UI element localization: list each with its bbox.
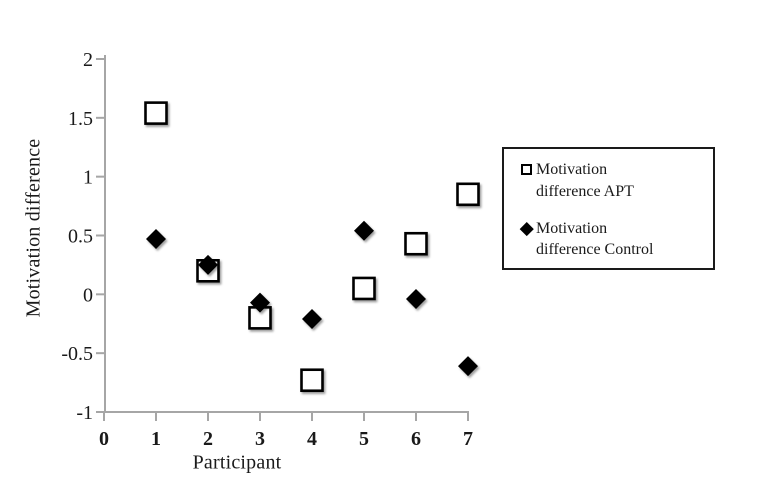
legend-item-control: Motivation difference Control [520,218,707,262]
legend-item-apt: Motivation difference APT [520,159,707,203]
marker-control-p2 [198,254,218,275]
y-tick-label: -1 [76,402,93,424]
marker-control-p5 [354,220,374,241]
legend: Motivation difference APT Motivation dif… [502,147,715,270]
x-tick-label: 6 [411,428,421,450]
legend-item-label: Motivation difference APT [536,161,634,200]
y-tick-label: 2 [83,49,93,71]
marker-control-p6 [406,289,426,310]
x-tick-label: 0 [99,428,109,450]
marker-control-p3 [250,292,270,313]
marker-apt-p4 [300,368,324,393]
y-tick-label: -0.5 [61,343,93,365]
marker-control-p7 [458,356,478,377]
y-tick-label: 0 [83,284,93,306]
x-tick-label: 3 [255,428,265,450]
y-tick-label: 0.5 [68,225,93,247]
open-square-icon [520,163,533,176]
marker-apt-p1 [144,101,168,125]
legend-item-label: Motivation difference Control [536,219,654,259]
x-tick-label: 7 [463,428,473,450]
y-tick-label: 1 [83,167,93,189]
marker-apt-p5 [352,276,376,301]
x-tick-label: 2 [203,428,213,450]
filled-diamond-icon [520,222,533,235]
marker-apt-p6 [404,231,428,256]
x-tick-label: 1 [151,428,161,450]
x-tick-label: 4 [307,428,317,450]
y-axis-title: Motivation difference [22,138,45,318]
y-tick-label: 1.5 [68,108,93,130]
marker-control-p1 [146,229,166,250]
x-axis-title: Participant [192,451,282,474]
marker-apt-p7 [456,182,480,207]
x-tick-label: 5 [359,428,369,450]
marker-control-p4 [302,309,322,330]
